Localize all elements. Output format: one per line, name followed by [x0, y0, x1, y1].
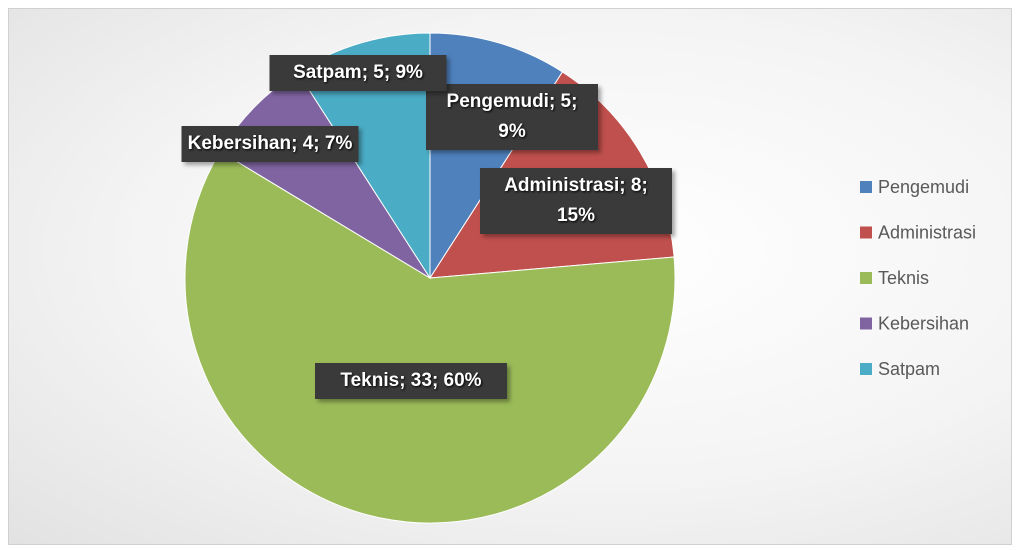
data-label: Satpam; 5; 9% [269, 55, 447, 91]
data-label: Administrasi; 8; 15% [480, 168, 672, 234]
legend-swatch [860, 317, 872, 330]
legend-label: Teknis [878, 268, 929, 288]
legend-swatch [860, 181, 872, 193]
legend-label: Pengemudi [878, 177, 969, 197]
legend-label: Kebersihan [878, 313, 969, 333]
legend-label: Administrasi [878, 222, 976, 242]
data-label: Pengemudi; 5; 9% [426, 84, 598, 150]
legend-label: Satpam [878, 359, 940, 379]
data-label: Teknis; 33; 60% [315, 363, 507, 399]
legend-swatch [860, 363, 872, 375]
pie-slice [184, 150, 676, 524]
legend-swatch [860, 272, 872, 284]
data-label: Kebersihan; 4; 7% [181, 126, 359, 162]
legend-swatch [860, 226, 872, 239]
